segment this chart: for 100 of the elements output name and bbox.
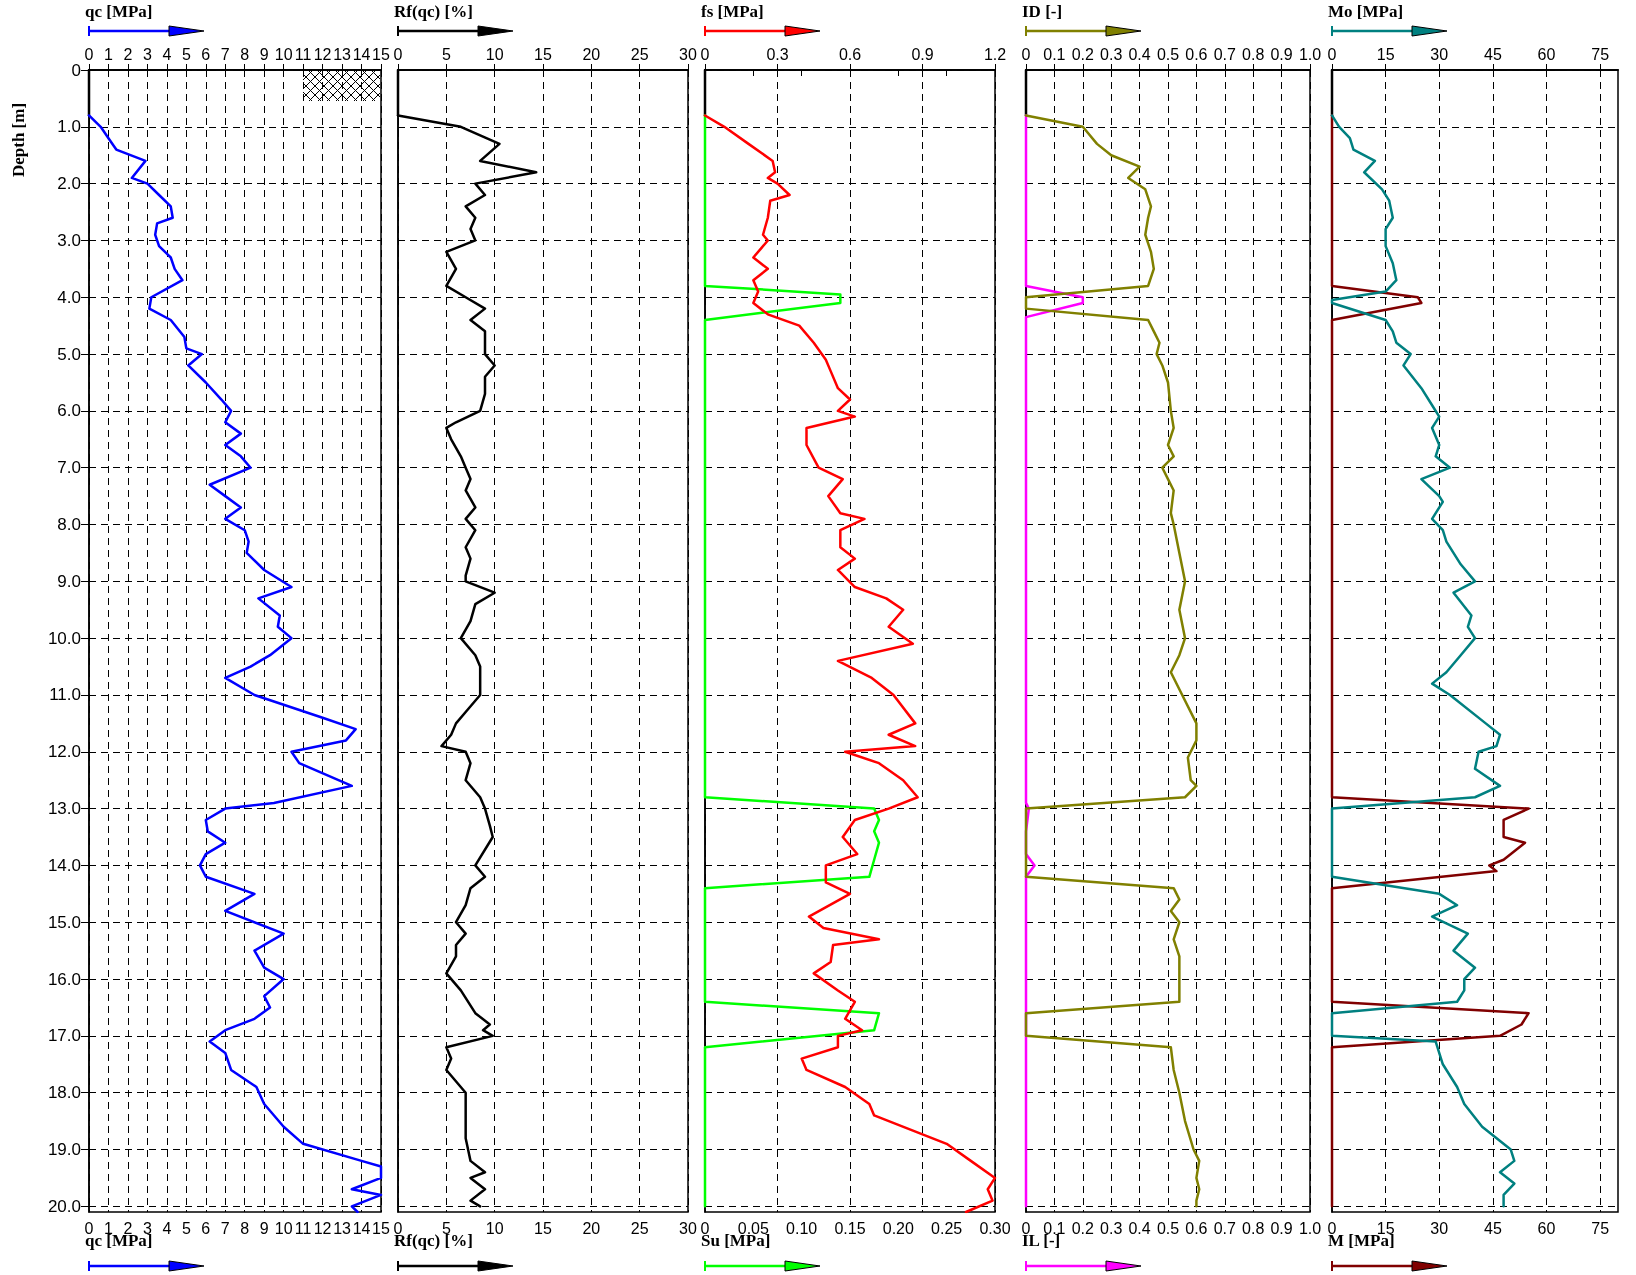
x2-axis-title: ID [-]: [1022, 2, 1063, 21]
x2-axis-title: fs [MPa]: [701, 2, 764, 21]
x2-tick-label: 0.1: [1043, 45, 1066, 63]
x-tick-label: 0.25: [931, 1219, 963, 1237]
x-tick-label: 12: [313, 1219, 332, 1237]
y-tick-label: 20.0: [47, 1196, 81, 1216]
x2-tick-label: 0: [1327, 45, 1337, 63]
y-tick-label: 4.0: [57, 287, 81, 307]
y-tick-label: 11.0: [49, 685, 81, 705]
x2-tick-label: 25: [630, 45, 649, 63]
x2-tick-label: 0: [1021, 45, 1031, 63]
y-tick-label: 12.0: [47, 742, 81, 762]
x-tick-label: 15: [372, 1219, 390, 1237]
x2-axis-title: Rf(qc) [%]: [394, 2, 473, 21]
x2-tick-label: 0.7: [1213, 45, 1237, 63]
x2-tick-label: 0.5: [1156, 45, 1180, 63]
x-tick-label: 0.15: [834, 1219, 866, 1237]
y-tick-label: 19.0: [47, 1140, 81, 1159]
y-tick-label: 13.0: [47, 799, 81, 819]
x2-tick-label: 2: [123, 45, 133, 63]
y-tick-label: 6.0: [57, 401, 81, 421]
x-tick-label: 25: [630, 1219, 649, 1237]
x-tick-label: 45: [1483, 1219, 1502, 1237]
x2-tick-label: 10: [274, 45, 293, 63]
x-tick-label: 11: [294, 1219, 312, 1237]
x2-tick-label: 0.8: [1242, 45, 1265, 63]
y-tick-label: 5.0: [57, 344, 81, 364]
x-tick-label: 0.10: [786, 1219, 818, 1237]
x-tick-label: 1.0: [1298, 1219, 1322, 1237]
y-tick-label: 3.0: [57, 230, 81, 250]
x2-tick-label: 0: [700, 45, 710, 63]
x2-tick-label: 7: [220, 45, 230, 63]
x-tick-label: 6: [201, 1219, 211, 1237]
x2-tick-label: 6: [201, 45, 211, 63]
x-tick-label: 60: [1537, 1219, 1556, 1237]
y-tick-label: 16.0: [47, 969, 81, 989]
x-tick-label: 0.8: [1242, 1219, 1265, 1237]
x-tick-label: 5: [181, 1219, 191, 1237]
x2-tick-label: 0.9: [1270, 45, 1293, 63]
x-tick-label: 13: [333, 1219, 352, 1237]
y-tick-label: 7.0: [57, 458, 81, 478]
x2-tick-label: 5: [181, 45, 191, 63]
x2-tick-label: 45: [1483, 45, 1502, 63]
x-tick-label: 0.20: [882, 1219, 915, 1237]
x2-tick-label: 1.0: [1298, 45, 1322, 63]
x-tick-label: 20: [582, 1219, 601, 1237]
x2-tick-label: 0.2: [1071, 45, 1095, 63]
x2-tick-label: 15: [1376, 45, 1395, 63]
y-tick-label: 15.0: [47, 912, 81, 932]
x2-tick-label: 3: [142, 45, 152, 63]
x2-tick-label: 5: [441, 45, 451, 63]
x2-tick-label: 15: [372, 45, 390, 63]
x2-tick-label: 8: [240, 45, 250, 63]
x-tick-label: 0.7: [1213, 1219, 1237, 1237]
x2-tick-label: 9: [259, 45, 269, 63]
x-tick-label: 75: [1591, 1219, 1610, 1237]
x-tick-label: 0.4: [1128, 1219, 1151, 1237]
x-tick-label: 0.2: [1071, 1219, 1095, 1237]
x2-tick-label: 1.2: [983, 45, 1007, 63]
y-tick-label: 10.0: [47, 628, 81, 648]
x2-tick-label: 20: [582, 45, 601, 63]
x2-tick-label: 14: [352, 45, 371, 63]
x-tick-label: 0.6: [1185, 1219, 1208, 1237]
y-tick-label: 0: [71, 60, 81, 80]
x2-tick-label: 60: [1537, 45, 1556, 63]
x2-tick-label: 10: [485, 45, 504, 63]
x-tick-label: 30: [1430, 1219, 1449, 1237]
x2-tick-label: 30: [679, 45, 697, 63]
x-tick-label: 14: [352, 1219, 371, 1237]
y-tick-label: 2.0: [57, 174, 81, 194]
y-tick-label: 17.0: [47, 1026, 81, 1046]
x2-tick-label: 75: [1591, 45, 1610, 63]
x2-tick-label: 30: [1430, 45, 1449, 63]
x2-tick-label: 0: [393, 45, 403, 63]
x-tick-label: 0.9: [1270, 1219, 1293, 1237]
x-tick-label: 10: [274, 1219, 293, 1237]
x-tick-label: 0.3: [1100, 1219, 1123, 1237]
x-tick-label: 15: [534, 1219, 552, 1237]
x2-tick-label: 0.6: [1185, 45, 1208, 63]
x2-tick-label: 0.9: [911, 45, 934, 63]
x-tick-label: 8: [240, 1219, 250, 1237]
y-axis-title: Depth [m]: [8, 102, 28, 178]
x2-tick-label: 0.4: [1128, 45, 1151, 63]
y-tick-label: 1.0: [57, 117, 81, 137]
x2-tick-label: 0: [84, 45, 94, 63]
x2-tick-label: 15: [534, 45, 552, 63]
y-tick-label: 8.0: [57, 515, 81, 535]
x2-tick-label: 1: [104, 45, 114, 63]
x2-tick-label: 0.3: [1100, 45, 1123, 63]
y-tick-label: 9.0: [57, 571, 81, 591]
x-tick-label: 10: [485, 1219, 504, 1237]
y-tick-label: 14.0: [47, 855, 81, 875]
x2-tick-label: 13: [333, 45, 352, 63]
x2-tick-label: 11: [294, 45, 312, 63]
x-tick-label: 4: [162, 1219, 172, 1237]
x-tick-label: 9: [259, 1219, 269, 1237]
x2-tick-label: 0.3: [766, 45, 789, 63]
x2-axis-title: Mo [MPa]: [1328, 2, 1404, 21]
x-tick-label: 7: [220, 1219, 230, 1237]
x-tick-label: 0.30: [979, 1219, 1011, 1237]
